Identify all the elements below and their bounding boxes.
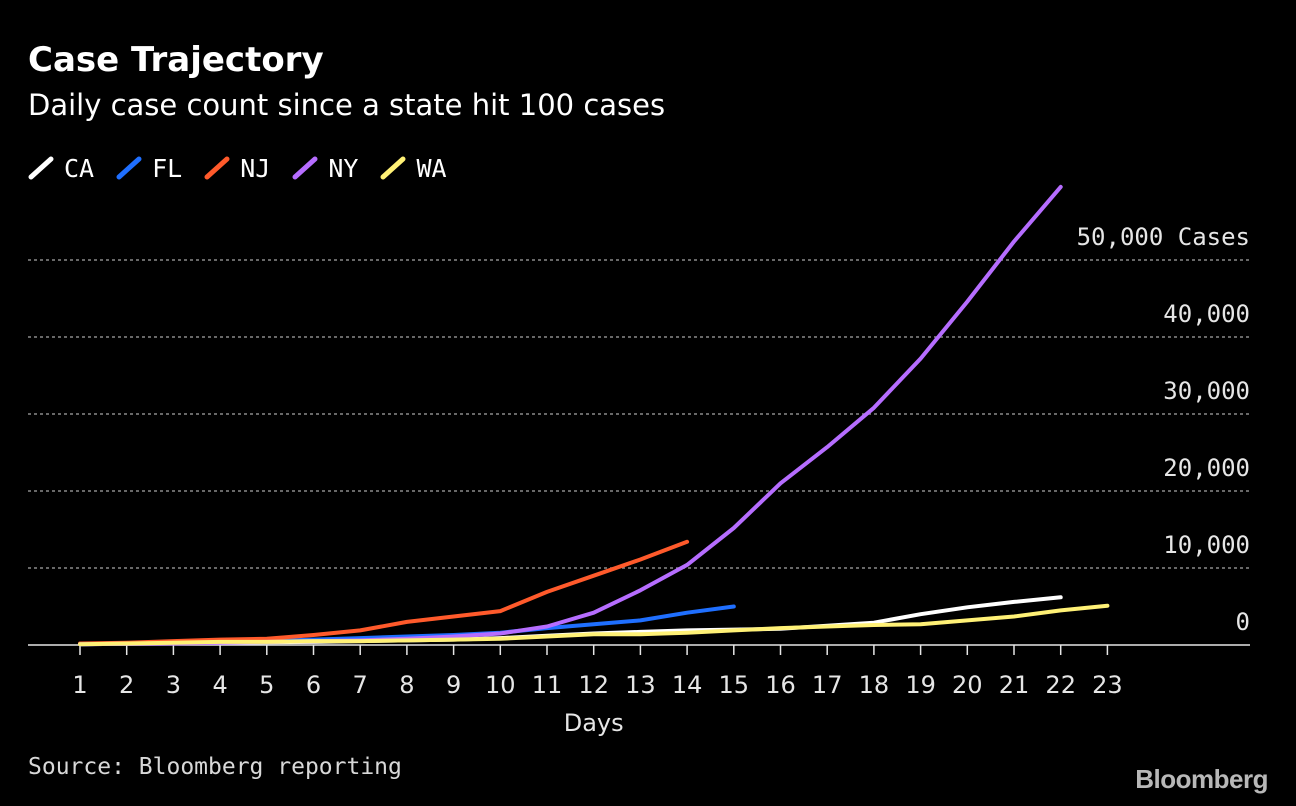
x-tick-label: 4 — [212, 671, 227, 699]
y-tick-label: 20,000 — [1163, 454, 1250, 482]
series-line-wa — [78, 603, 1110, 647]
legend-label: WA — [416, 153, 447, 183]
legend-swatch — [292, 156, 318, 180]
legend-swatch — [28, 156, 54, 180]
legend-label: FL — [152, 153, 183, 183]
x-tick-label: 17 — [812, 671, 843, 699]
chart-title: Case Trajectory — [28, 40, 324, 80]
x-tick-label: 12 — [578, 671, 609, 699]
y-tick-label: 10,000 — [1163, 531, 1250, 559]
x-axis-label: Days — [564, 709, 624, 737]
x-tick-label: 7 — [353, 671, 368, 699]
chart-subtitle: Daily case count since a state hit 100 c… — [28, 88, 666, 122]
chart-legend: CA FL NJ NY WA — [28, 150, 469, 186]
x-tick-label: 9 — [446, 671, 461, 699]
series-line-ny — [78, 184, 1063, 647]
x-tick-label: 11 — [532, 671, 563, 699]
x-tick-label: 2 — [119, 671, 134, 699]
bloomberg-logo: Bloomberg — [1135, 764, 1268, 794]
legend-item-ny: NY — [292, 154, 358, 183]
x-tick-label: 22 — [1045, 671, 1076, 699]
legend-item-fl: FL — [116, 154, 182, 183]
x-tick-label: 6 — [306, 671, 321, 699]
legend-label: NY — [328, 153, 359, 183]
y-tick-label: 50,000 Cases — [1077, 223, 1250, 251]
legend-item-ca: CA — [28, 154, 94, 183]
x-tick-label: 5 — [259, 671, 274, 699]
x-tick-label: 18 — [859, 671, 890, 699]
y-tick-label: 40,000 — [1163, 300, 1250, 328]
y-tick-label: 0 — [1236, 608, 1250, 636]
x-tick-label: 8 — [399, 671, 414, 699]
legend-label: NJ — [240, 153, 271, 183]
x-tick-label: 19 — [905, 671, 936, 699]
y-tick-label: 30,000 — [1163, 377, 1250, 405]
x-tick-label: 3 — [166, 671, 181, 699]
legend-item-nj: NJ — [204, 154, 270, 183]
x-tick-label: 23 — [1092, 671, 1123, 699]
legend-swatch — [204, 156, 230, 180]
x-tick-label: 1 — [72, 671, 87, 699]
source-note: Source: Bloomberg reporting — [28, 754, 402, 780]
x-tick-label: 21 — [999, 671, 1030, 699]
legend-swatch — [380, 156, 406, 180]
x-tick-label: 14 — [672, 671, 703, 699]
x-tick-label: 15 — [719, 671, 750, 699]
legend-swatch — [116, 156, 142, 180]
series-line-nj — [78, 539, 690, 646]
x-tick-label: 16 — [765, 671, 796, 699]
x-tick-label: 13 — [625, 671, 656, 699]
legend-item-wa: WA — [380, 153, 447, 183]
x-tick-label: 10 — [485, 671, 516, 699]
x-tick-label: 20 — [952, 671, 983, 699]
legend-label: CA — [64, 153, 95, 183]
